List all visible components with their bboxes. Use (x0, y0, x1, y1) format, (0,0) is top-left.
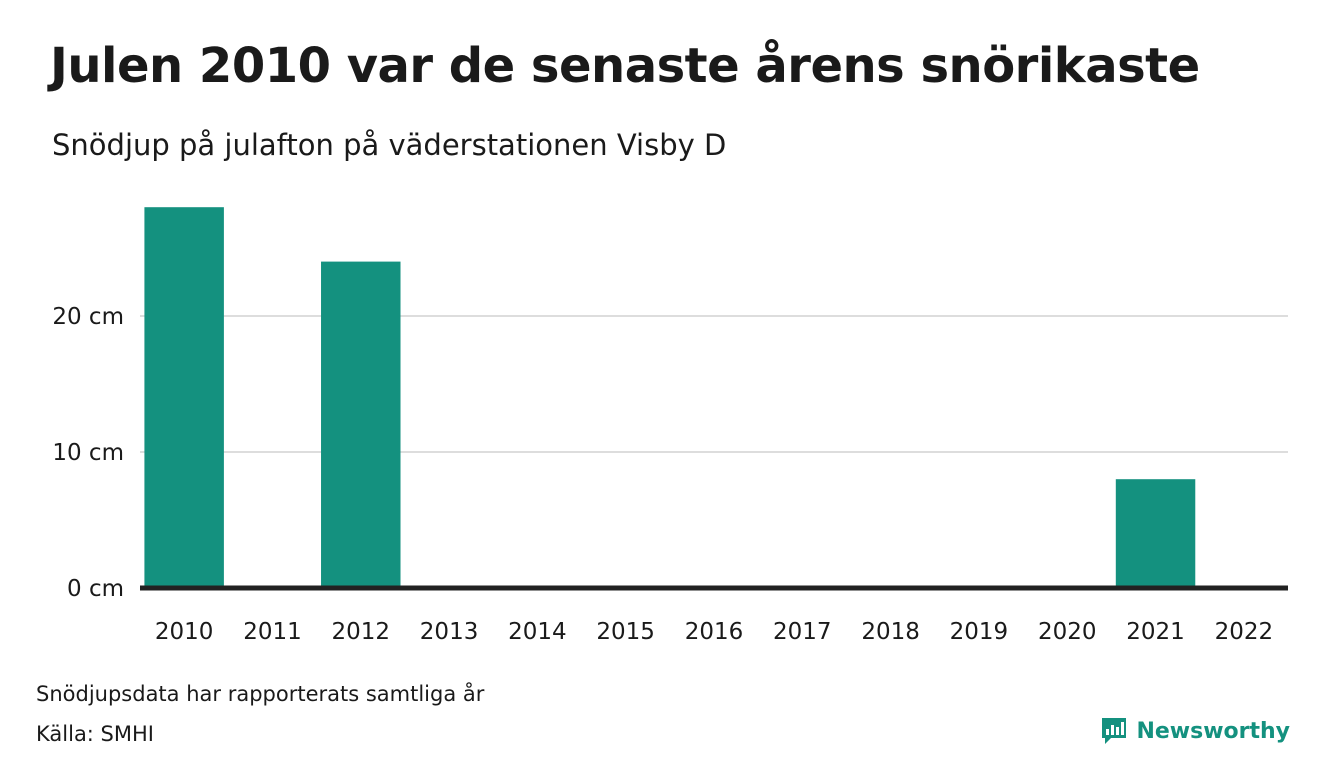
x-tick-label: 2017 (773, 619, 832, 645)
x-tick-label: 2012 (331, 619, 390, 645)
source-credit: Källa: SMHI (36, 722, 154, 746)
x-tick-label: 2021 (1126, 619, 1185, 645)
x-tick-label: 2020 (1038, 619, 1097, 645)
chart-title: Julen 2010 var de senaste årens snörikas… (50, 38, 1200, 94)
x-tick-label: 2013 (420, 619, 479, 645)
footnote: Snödjupsdata har rapporterats samtliga å… (36, 682, 485, 706)
bar-chart: 0 cm 10 cm 20 cm 2010 2011 2012 2013 2014 2015 20… (52, 207, 1288, 645)
bar-2012 (321, 261, 401, 588)
y-tick-label: 10 cm (52, 440, 124, 466)
x-tick-label: 2016 (685, 619, 744, 645)
x-tick-label: 2015 (596, 619, 655, 645)
chart-subtitle: Snödjup på julafton på väderstationen Vi… (52, 128, 727, 162)
brand-name: Newsworthy (1136, 718, 1290, 744)
bar-2021 (1115, 479, 1196, 588)
x-tick-label: 2018 (861, 619, 920, 645)
x-tick-label: 2022 (1215, 619, 1274, 645)
y-tick-label: 20 cm (52, 304, 124, 330)
x-tick-label: 2010 (155, 619, 214, 645)
newsworthy-logo-icon (1102, 718, 1127, 744)
y-tick-label: 0 cm (67, 576, 124, 602)
bar-2010 (144, 207, 224, 588)
x-tick-label: 2019 (950, 619, 1009, 645)
x-tick-label: 2011 (243, 619, 302, 645)
x-tick-label: 2014 (508, 619, 567, 645)
brand-logo: Newsworthy (1100, 716, 1290, 746)
